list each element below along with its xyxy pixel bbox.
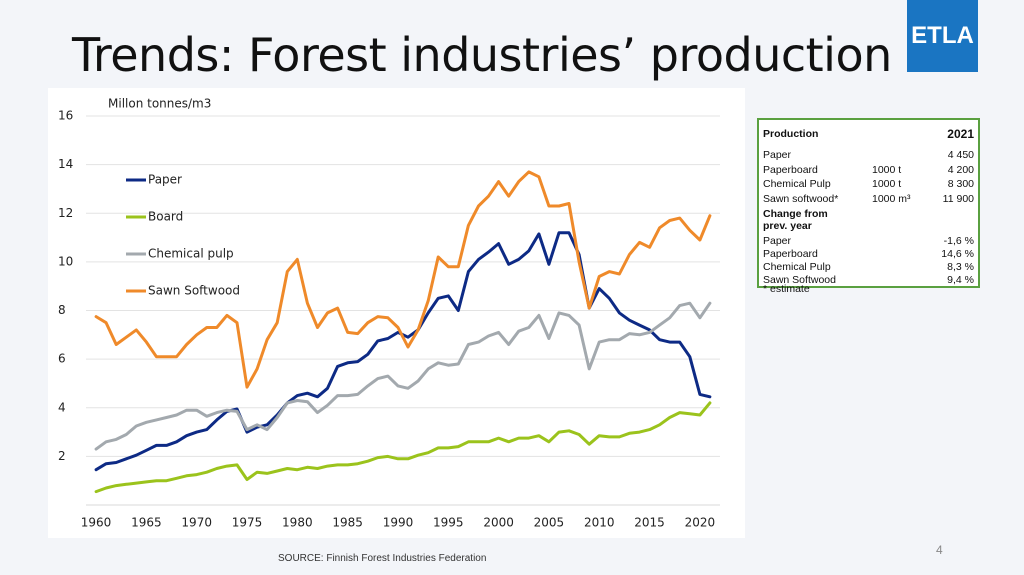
row-label: Chemical Pulp [763,178,831,191]
line-series [94,401,712,494]
x-tick-label: 1960 [81,516,112,530]
x-tick-label: 1985 [332,516,363,530]
x-tick-label: 2005 [534,516,565,530]
row-unit: 1000 t [872,178,902,191]
y-tick-label: 6 [58,352,66,366]
x-tick-label: 1970 [181,516,212,530]
row-value: 8 300 [947,178,974,191]
change-row: Paper -1,6 % [759,234,978,247]
x-tick-label: 2010 [584,516,615,530]
x-tick-label: 1975 [232,516,263,530]
y-tick-label: 8 [58,303,66,317]
table-footnote: * estimate [763,283,810,295]
change-label: Paperboard [763,247,818,260]
table-row: Paper 4 450 [759,148,978,163]
change-value: 8,3 % [947,260,974,273]
y-axis-label: Millon tonnes/m3 [108,97,211,111]
legend-label: Sawn Softwood [148,284,240,298]
change-label: Sawn Softwood [763,273,836,286]
legend-label: Board [148,210,183,224]
chart-background [48,88,745,538]
row-label: Paper [763,149,792,162]
x-tick-label: 2020 [685,516,716,530]
row-label: Paperboard [763,163,818,176]
y-tick-label: 2 [58,449,66,463]
line-series [94,170,712,389]
y-tick-label: 16 [58,109,73,123]
x-tick-label: 1980 [282,516,313,530]
row-unit: 1000 t [872,163,902,176]
x-tick-label: 2015 [634,516,665,530]
slide-title: Trends: Forest industries’ production [72,28,892,82]
change-value: 14,6 % [941,247,974,260]
change-row: Paperboard 14,6 % [759,247,978,260]
x-tick-label: 1965 [131,516,162,530]
y-tick-label: 12 [58,206,73,220]
row-value: 11 900 [942,192,974,205]
x-tick-label: 2000 [483,516,514,530]
legend-label: Chemical pulp [148,247,234,261]
change-row: Sawn Softwood 9,4 % [759,273,978,286]
table-row: Sawn softwood* 1000 m³ 11 900 [759,192,978,207]
table-row: Paperboard 1000 t 4 200 [759,163,978,178]
header-label: Production [763,128,819,140]
table: Production 2021 Paper 4 450 Paperboard 1000 t… [757,118,980,288]
change-heading: Change from prev. year [763,208,828,232]
header-year: 2021 [947,127,974,141]
legend-label: Paper [148,173,182,187]
y-tick-label: 4 [58,400,66,414]
source: SOURCE: Finnish Forest Industries Federa… [278,553,487,564]
line-series [94,301,712,451]
change-value: -1,6 % [943,234,974,247]
row-label: Sawn softwood* [763,192,839,205]
table-row: Chemical Pulp 1000 t 8 300 [759,177,978,192]
y-tick-label: 14 [58,157,73,171]
page-number: 4 [936,543,943,557]
change-label: Paper [763,234,792,247]
table-header: Production 2021 [759,120,978,148]
chart: Millon tonnes/m3 2 4 6 8 10 12 14 16 1960 1965 197… [48,88,745,538]
row-value: 4 200 [947,163,974,176]
change-label: Chemical Pulp [763,260,831,273]
x-tick-label: 1990 [383,516,414,530]
logo: ETLA [907,0,978,72]
y-tick-label: 10 [58,254,73,268]
change-value: 9,4 % [947,273,974,286]
row-value: 4 450 [947,149,974,162]
row-unit: 1000 m³ [872,192,911,205]
change-row: Chemical Pulp 8,3 % [759,260,978,273]
x-tick-label: 1995 [433,516,464,530]
